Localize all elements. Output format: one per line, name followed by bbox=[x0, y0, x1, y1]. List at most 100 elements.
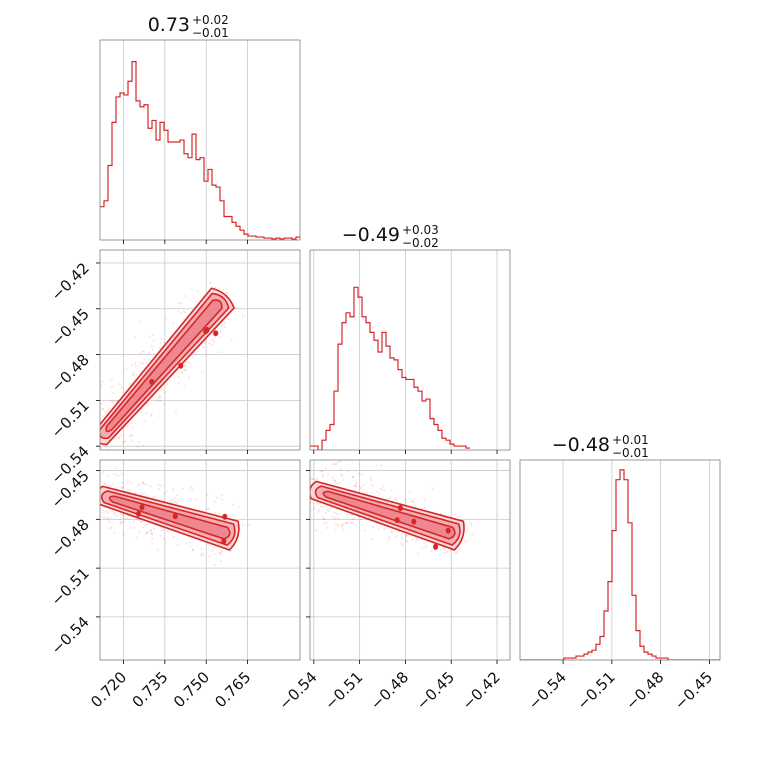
sample-point bbox=[321, 505, 324, 509]
sample-point bbox=[151, 542, 154, 545]
sample-point bbox=[119, 522, 122, 525]
sample-point bbox=[177, 376, 180, 379]
sample-point bbox=[107, 475, 110, 478]
sample-point bbox=[96, 493, 98, 495]
sample-point bbox=[190, 537, 193, 540]
sample-point bbox=[184, 311, 187, 314]
sample-point bbox=[423, 506, 426, 509]
sample-point bbox=[387, 539, 390, 542]
sample-point bbox=[159, 399, 162, 402]
sample-point bbox=[102, 415, 105, 418]
sample-point bbox=[122, 517, 125, 520]
sample-point bbox=[162, 402, 166, 405]
sample-point bbox=[129, 488, 132, 491]
axis-frame bbox=[309, 459, 511, 661]
sample-point bbox=[146, 523, 149, 527]
sample-point bbox=[331, 511, 335, 514]
sample-point bbox=[340, 524, 343, 527]
histogram-panel-0: 0.73 +0.02−0.01 bbox=[99, 13, 301, 241]
sample-point bbox=[96, 440, 98, 442]
sample-point bbox=[400, 532, 404, 535]
sample-point bbox=[158, 414, 161, 418]
sample-point bbox=[406, 540, 409, 544]
sample-point bbox=[89, 503, 91, 505]
sample-point bbox=[113, 531, 116, 535]
sample-point bbox=[304, 491, 306, 493]
sample-point bbox=[145, 531, 148, 534]
sample-point bbox=[156, 548, 159, 551]
sample-point bbox=[121, 472, 124, 476]
sample-point bbox=[206, 493, 209, 496]
sample-point bbox=[208, 342, 211, 345]
sample-point bbox=[337, 460, 340, 464]
sample-point bbox=[142, 444, 145, 447]
sample-point bbox=[351, 522, 354, 525]
sample-point bbox=[162, 528, 165, 532]
sample-point bbox=[191, 548, 195, 551]
sample-point bbox=[215, 496, 219, 499]
panel-title-minus: −0.01 bbox=[612, 446, 649, 460]
sample-point bbox=[469, 521, 472, 524]
sample-point bbox=[106, 516, 109, 519]
sample-point bbox=[349, 521, 352, 524]
sample-point bbox=[124, 440, 127, 443]
sample-point bbox=[104, 482, 107, 485]
sample-point bbox=[221, 324, 224, 327]
sample-point bbox=[143, 358, 146, 361]
sample-point bbox=[113, 401, 116, 404]
sample-point bbox=[142, 492, 145, 495]
sample-point bbox=[138, 352, 141, 355]
sample-point bbox=[134, 361, 137, 365]
sample-point bbox=[390, 531, 393, 534]
sample-point bbox=[219, 552, 222, 555]
sample-point bbox=[364, 529, 367, 532]
sample-point bbox=[106, 517, 109, 521]
sample-point bbox=[94, 430, 96, 432]
sample-point bbox=[224, 291, 227, 294]
sample-point bbox=[120, 486, 123, 489]
sample-point bbox=[346, 514, 349, 517]
sample-point bbox=[201, 370, 204, 373]
sample-point bbox=[161, 387, 164, 390]
sample-point bbox=[159, 342, 162, 345]
sample-point bbox=[149, 529, 152, 532]
sample-point bbox=[229, 549, 233, 553]
sample-point bbox=[137, 441, 140, 444]
sample-point bbox=[281, 467, 283, 469]
sample-point bbox=[329, 506, 332, 509]
sample-point bbox=[353, 517, 356, 520]
sample-point bbox=[341, 524, 344, 527]
sample-point bbox=[191, 356, 194, 359]
density-group bbox=[90, 281, 244, 450]
contour-island bbox=[433, 543, 439, 550]
sample-point bbox=[92, 516, 94, 518]
sample-point bbox=[159, 396, 162, 399]
sample-point bbox=[154, 496, 157, 499]
sample-point bbox=[322, 518, 325, 521]
sample-point bbox=[369, 477, 372, 480]
sample-point bbox=[339, 468, 342, 471]
sample-point bbox=[173, 496, 176, 499]
sample-point bbox=[360, 473, 363, 476]
sample-point bbox=[120, 386, 123, 389]
sample-point bbox=[121, 442, 124, 445]
sample-point bbox=[187, 376, 191, 379]
sample-point bbox=[90, 426, 92, 428]
sample-point bbox=[111, 483, 114, 486]
sample-point bbox=[410, 501, 413, 504]
sample-point bbox=[230, 338, 233, 341]
sample-point bbox=[431, 487, 434, 490]
sample-point bbox=[388, 536, 391, 539]
contour-island bbox=[221, 538, 227, 544]
sample-point bbox=[459, 548, 462, 551]
sample-point bbox=[211, 549, 214, 552]
y-tick-label: −0.48 bbox=[48, 515, 93, 560]
sample-point bbox=[102, 515, 105, 518]
sample-point bbox=[113, 513, 116, 516]
sample-point bbox=[162, 537, 166, 540]
sample-point bbox=[226, 287, 229, 290]
sample-point bbox=[138, 360, 141, 363]
sample-point bbox=[120, 512, 123, 515]
x-tick-label: −0.51 bbox=[321, 668, 366, 713]
